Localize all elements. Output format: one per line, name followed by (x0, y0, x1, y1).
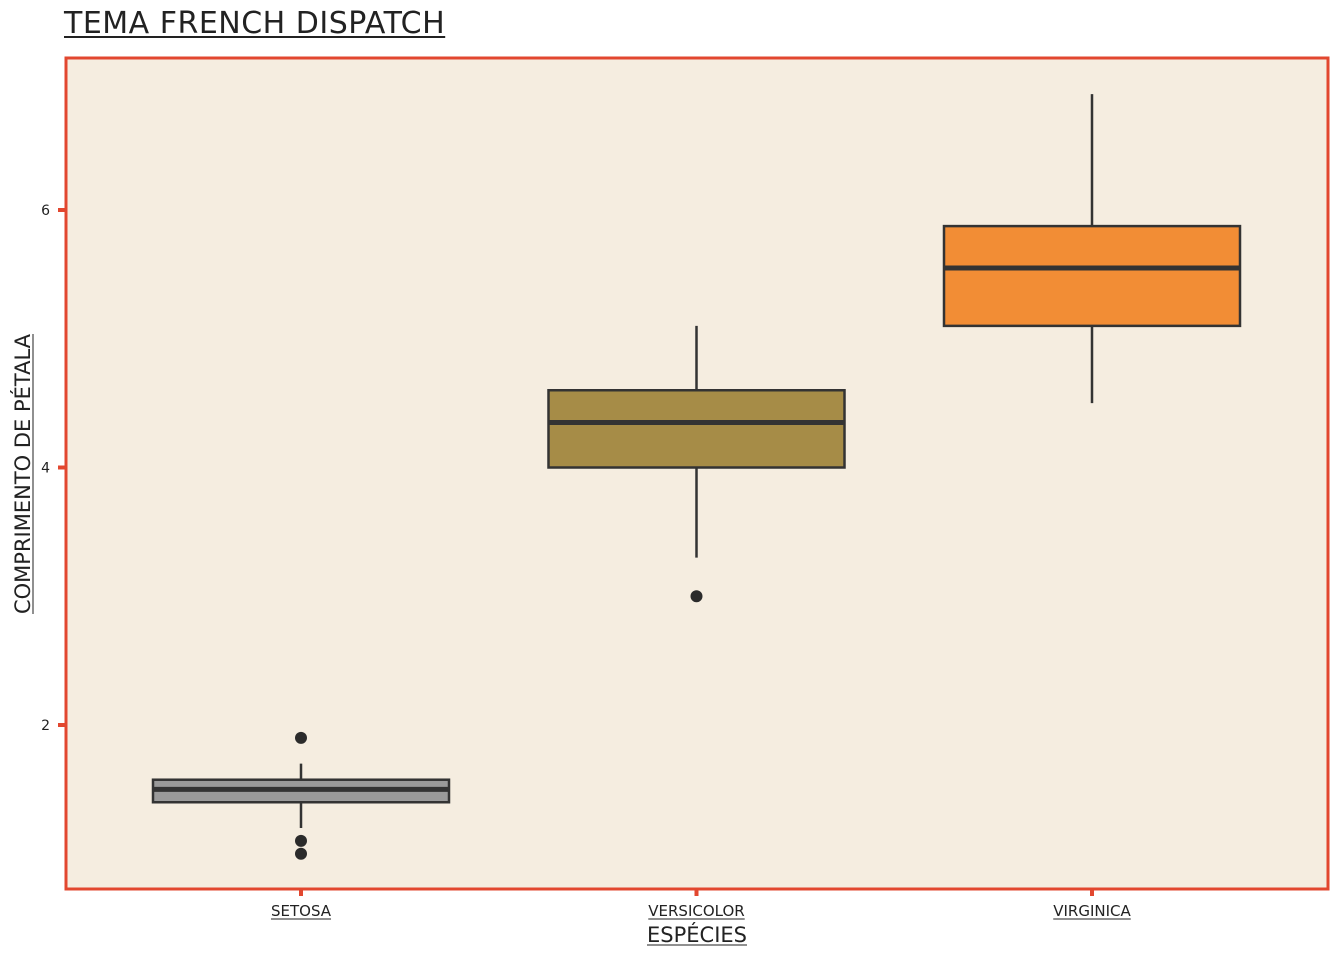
x-axis-title: ESPÉCIES (647, 922, 747, 947)
y-tick-label-6: 6 (41, 203, 50, 219)
y-tick-label-2: 2 (41, 718, 50, 734)
y-tick-label-4: 4 (41, 461, 50, 477)
x-tick-label-virginica: VIRGINICA (1053, 902, 1131, 920)
box-iqr-versicolor (547, 389, 846, 469)
outlier-versicolor-1 (690, 590, 703, 603)
x-tick-label-setosa: SETOSA (271, 902, 332, 920)
outlier-setosa-3 (295, 847, 307, 860)
box-setosa (151, 731, 451, 860)
box-virginica (942, 94, 1242, 404)
x-tick-label-versicolor: VERSICOLOR (648, 902, 744, 920)
outlier-setosa-1 (295, 731, 307, 744)
outlier-setosa-2 (295, 834, 307, 847)
chart-title: TEMA FRENCH DISPATCH (64, 6, 446, 41)
box-versicolor (547, 325, 846, 603)
y-axis-title: COMPRIMENTO DE PÉTALA (10, 333, 35, 614)
box-iqr-virginica (942, 224, 1242, 328)
